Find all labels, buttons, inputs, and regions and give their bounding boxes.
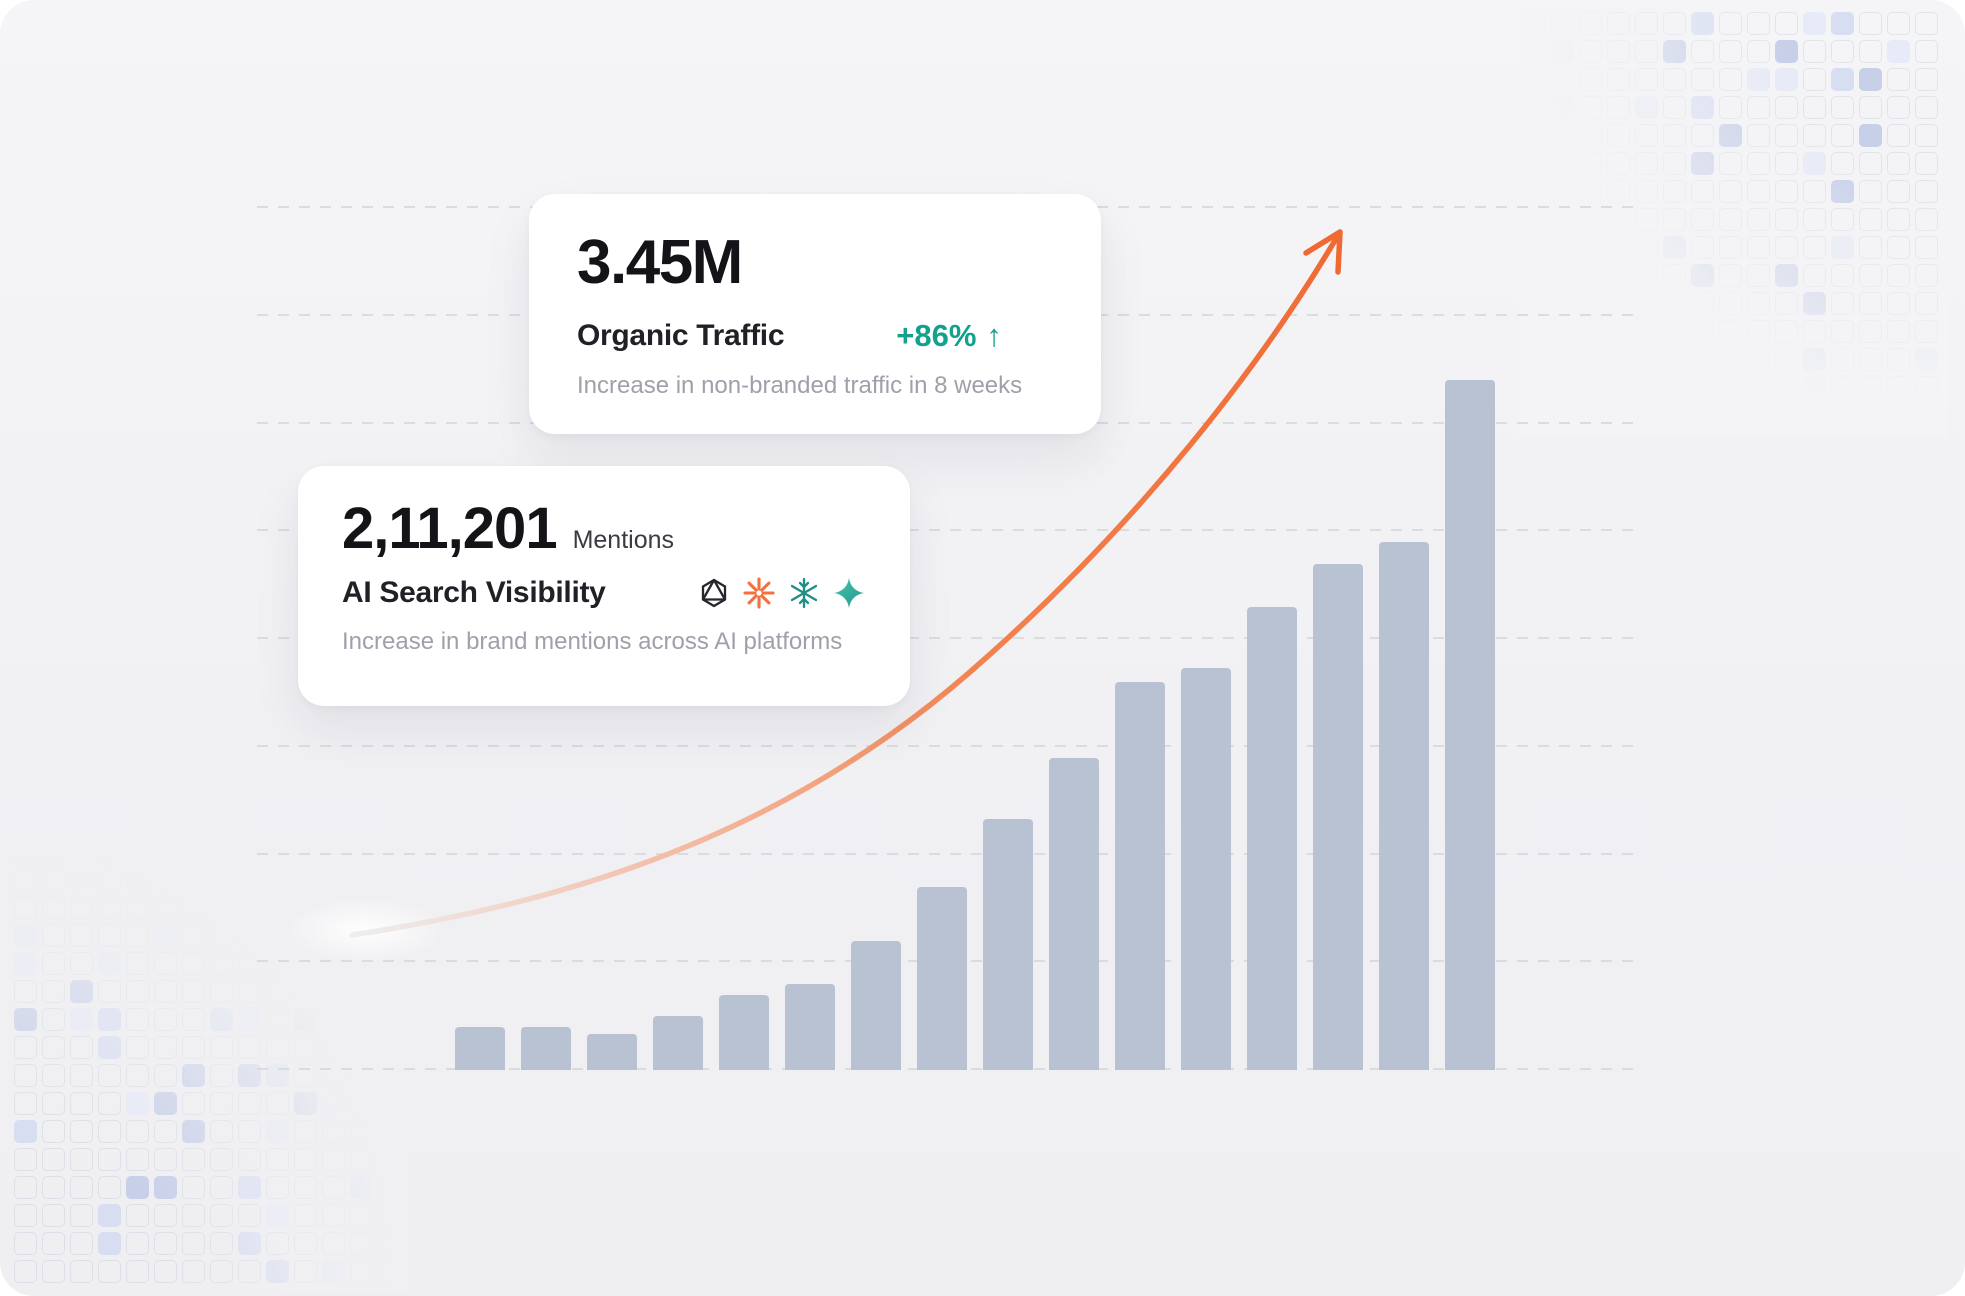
- bar: [653, 1016, 703, 1070]
- bar: [1049, 758, 1099, 1070]
- organic-traffic-delta: +86% ↑: [896, 318, 1002, 354]
- bar: [1379, 542, 1429, 1070]
- openai-icon: [697, 576, 731, 610]
- organic-traffic-description: Increase in non-branded traffic in 8 wee…: [577, 372, 1023, 399]
- bar: [785, 984, 835, 1070]
- bar: [1445, 380, 1495, 1070]
- bar: [587, 1034, 637, 1070]
- bar: [917, 887, 967, 1070]
- organic-traffic-row: Organic Traffic +86% ↑: [577, 318, 1053, 354]
- bar: [1181, 668, 1231, 1070]
- ai-visibility-unit: Mentions: [572, 526, 675, 554]
- delta-value: +86%: [896, 318, 977, 353]
- organic-traffic-value: 3.45M: [577, 228, 743, 297]
- decor-pixel-grid-top-right: [1519, 8, 1947, 436]
- organic-traffic-label: Organic Traffic: [577, 319, 785, 352]
- ai-visibility-card: 2,11,201 Mentions AI Search Visibility: [298, 466, 910, 706]
- ai-visibility-value-row: 2,11,201 Mentions: [342, 500, 866, 558]
- ai-visibility-label: AI Search Visibility: [342, 576, 606, 609]
- perplexity-icon: [787, 576, 821, 610]
- bar: [455, 1027, 505, 1070]
- up-arrow-icon: ↑: [986, 318, 1002, 353]
- organic-traffic-card: 3.45M Organic Traffic +86% ↑ Increase in…: [529, 194, 1101, 434]
- bar: [1313, 564, 1363, 1070]
- ai-visibility-description: Increase in brand mentions across AI pla…: [342, 628, 843, 655]
- bar: [521, 1027, 571, 1070]
- ai-visibility-value: 2,11,201: [342, 496, 558, 561]
- bar: [1115, 682, 1165, 1070]
- ai-platform-icons: [697, 576, 866, 610]
- bar: [983, 819, 1033, 1070]
- bar: [851, 941, 901, 1070]
- gemini-icon: [832, 576, 866, 610]
- ai-visibility-label-row: AI Search Visibility: [342, 576, 866, 610]
- bar: [719, 995, 769, 1070]
- bar: [1247, 607, 1297, 1070]
- claude-icon: [742, 576, 776, 610]
